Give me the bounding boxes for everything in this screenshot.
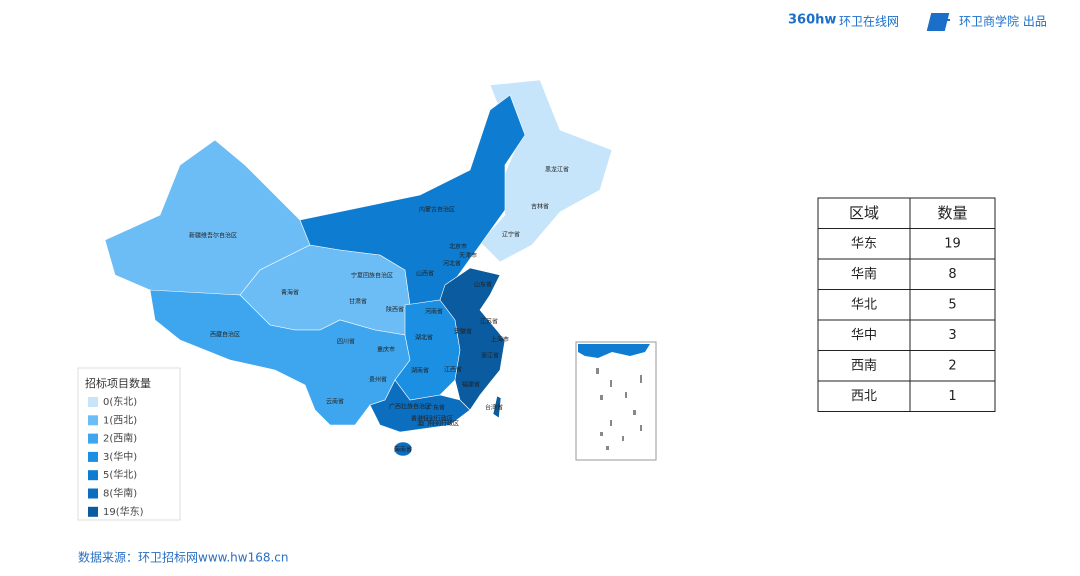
- inset-islands: [596, 368, 642, 450]
- legend-swatch: [88, 451, 98, 462]
- table-cell: 华南: [851, 266, 877, 282]
- province-label: 香港特别行政区: [411, 415, 453, 423]
- legend-title: 招标项目数量: [85, 376, 151, 390]
- province-label: 澳门特别行政区: [417, 420, 459, 428]
- table-header: 区域: [849, 204, 879, 222]
- legend-swatch: [88, 506, 98, 517]
- province-label: 辽宁省: [502, 231, 520, 239]
- legend-label: 3(华中): [103, 450, 137, 463]
- table-cell: 1: [948, 389, 956, 404]
- logo: 360hw: [788, 13, 836, 28]
- province-label: 福建省: [462, 381, 480, 389]
- brand-icon: [926, 13, 950, 31]
- inset-coast: [578, 344, 650, 358]
- province-label: 江苏省: [480, 318, 498, 326]
- table-header: 数量: [937, 204, 967, 222]
- province-label: 陕西省: [386, 306, 404, 314]
- table-cell: 2: [948, 358, 956, 373]
- province-label: 贵州省: [369, 376, 387, 384]
- inset-frame: [575, 341, 657, 461]
- table-cell: 西北: [851, 389, 877, 404]
- table-cell: 华东: [851, 236, 877, 251]
- province-label: 湖南省: [411, 367, 429, 375]
- legend-label: 2(西南): [103, 432, 137, 445]
- table-cell: 西南: [851, 357, 877, 373]
- table-frame: [817, 197, 996, 412]
- site-name: 环卫在线网: [839, 15, 899, 29]
- province-label: 青海省: [281, 289, 299, 297]
- legend-swatch: [88, 415, 98, 426]
- province-label: 上海市: [491, 336, 509, 344]
- province-label: 西藏自治区: [210, 331, 240, 339]
- province-label: 宁夏回族自治区: [351, 272, 393, 280]
- table-cell: 5: [948, 297, 956, 312]
- producer: 环卫商学院 出品: [959, 14, 1047, 29]
- province-label: 安徽省: [454, 328, 472, 336]
- province-label: 湖北省: [415, 334, 433, 342]
- province-label: 台湾省: [485, 404, 503, 412]
- legend-label: 19(华东): [103, 505, 144, 518]
- legend-label: 1(西北): [103, 414, 137, 426]
- region: [439, 267, 506, 411]
- province-label: 云南省: [326, 398, 344, 406]
- table-cell: 19: [944, 236, 961, 251]
- province-label: 内蒙古自治区: [419, 206, 455, 214]
- province-label: 北京市: [449, 243, 467, 251]
- table-cell: 华北: [851, 297, 877, 312]
- legend-swatch: [88, 433, 98, 444]
- legend-swatch: [88, 397, 98, 407]
- table-cell: 华中: [851, 328, 877, 343]
- legend-label: 5(华北): [103, 468, 137, 481]
- legend-swatch: [88, 488, 98, 499]
- province-label: 海南省: [394, 446, 412, 454]
- legend-swatch: [88, 470, 98, 481]
- province-label: 四川省: [337, 338, 355, 346]
- footer-source: 数据来源：环卫招标网www.hw168.cn: [78, 550, 289, 565]
- table-cell: 8: [948, 267, 956, 282]
- province-label: 山东省: [474, 281, 492, 289]
- province-label: 吉林省: [531, 203, 549, 211]
- legend-label: 8(华南): [103, 487, 137, 500]
- region: [299, 94, 526, 306]
- province-label: 河南省: [425, 308, 443, 316]
- province-label: 河北省: [443, 260, 461, 268]
- legend-label: 0(东北): [103, 395, 137, 408]
- table-cell: 3: [948, 328, 956, 343]
- province-label: 重庆市: [377, 346, 395, 354]
- province-label: 广东省: [427, 404, 445, 412]
- province-label: 天津市: [459, 252, 477, 260]
- province-label: 浙江省: [481, 352, 499, 360]
- province-label: 广西壮族自治区: [389, 403, 431, 411]
- province-label: 甘肃省: [349, 298, 367, 306]
- province-label: 新疆维吾尔自治区: [189, 232, 237, 240]
- legend: 0(东北) 1(西北) 2(西南) 3(华中) 5(华北) 8(华南) 19(华东): [88, 395, 144, 518]
- province-label: 山西省: [416, 270, 434, 278]
- province-label: 江西省: [444, 366, 462, 374]
- region: [393, 441, 413, 457]
- province-label: 黑龙江省: [545, 166, 569, 174]
- region: [492, 395, 502, 419]
